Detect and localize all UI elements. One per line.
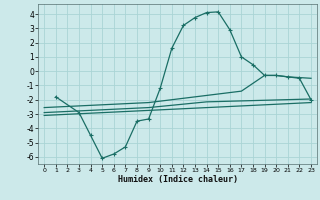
X-axis label: Humidex (Indice chaleur): Humidex (Indice chaleur) xyxy=(118,175,238,184)
